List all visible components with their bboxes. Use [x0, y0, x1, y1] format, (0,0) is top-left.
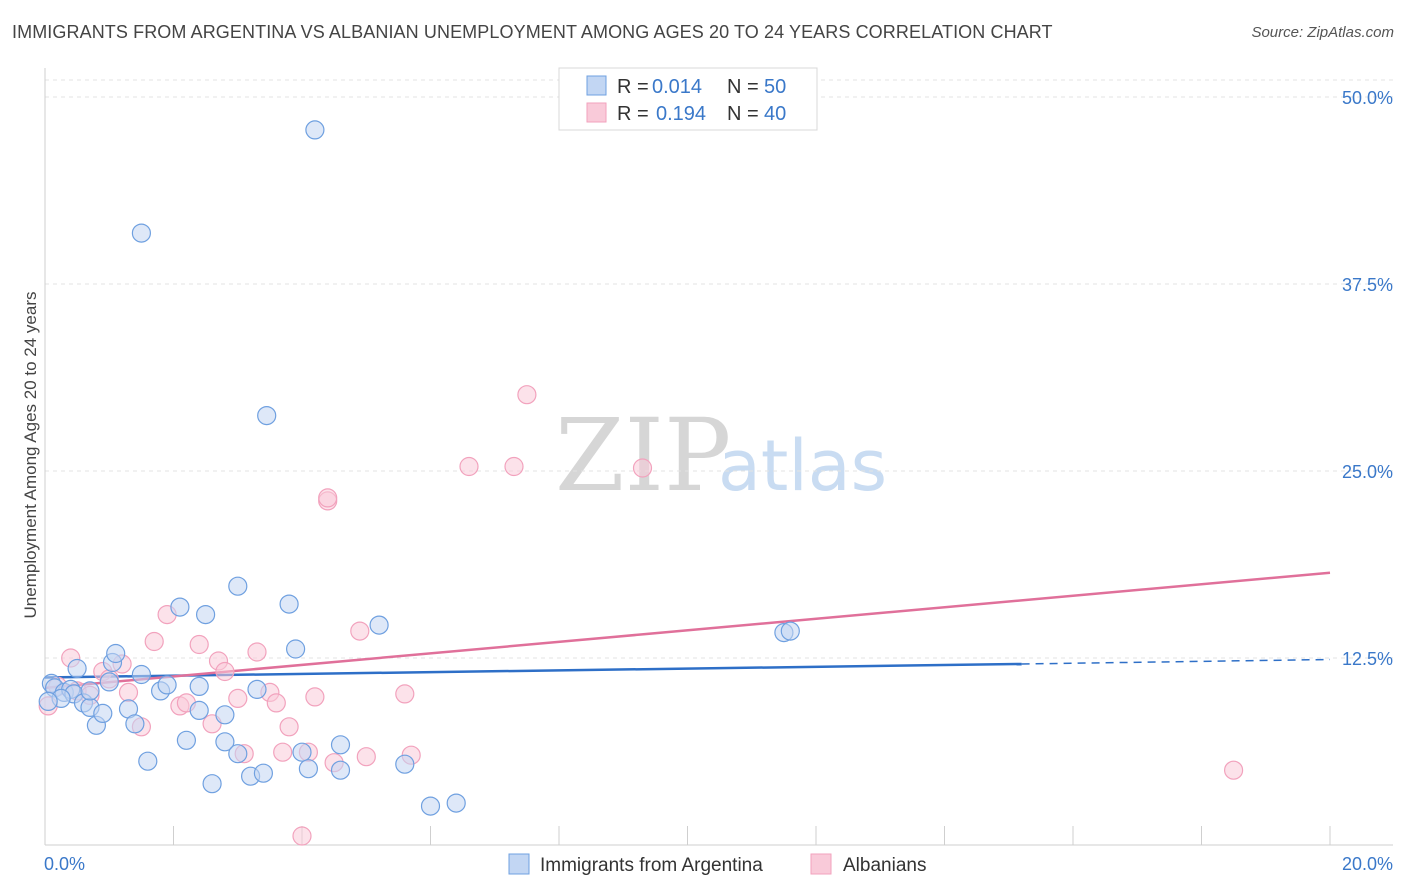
y-tick-labels: 12.5% 25.0% 37.5% 50.0%	[1342, 88, 1393, 669]
point-argentina	[215, 705, 235, 725]
point-albanians	[228, 688, 248, 709]
y-tick-label: 12.5%	[1342, 649, 1393, 669]
point-albanians	[350, 621, 370, 641]
point-argentina	[279, 594, 299, 614]
point-argentina	[395, 754, 415, 774]
point-argentina	[189, 700, 209, 721]
y-tick-label: 50.0%	[1342, 88, 1393, 108]
point-albanians	[459, 456, 479, 477]
point-albanians	[279, 717, 299, 737]
series-legend-label-albanians: Albanians	[843, 855, 926, 876]
watermark-atlas: atlas	[718, 425, 887, 507]
point-argentina	[247, 679, 267, 700]
y-axis-label: Unemployment Among Ages 20 to 24 years	[21, 292, 40, 619]
point-argentina	[228, 576, 248, 596]
point-argentina	[215, 732, 235, 752]
legend-swatch-albanians	[586, 102, 607, 123]
chart-title: IMMIGRANTS FROM ARGENTINA VS ALBANIAN UN…	[12, 22, 1053, 42]
trend-lines	[44, 571, 1331, 690]
point-albanians	[118, 682, 139, 703]
point-albanians	[356, 747, 376, 767]
point-argentina	[305, 120, 325, 140]
grid-lines	[45, 79, 1393, 659]
legend-r-value-2: 0.194	[656, 103, 706, 125]
point-argentina	[67, 658, 87, 679]
point-argentina	[106, 643, 126, 664]
point-argentina	[228, 744, 248, 764]
stats-legend: R = 0.014 N = 50 R = 0.194 N = 40	[558, 67, 818, 131]
legend-n-label-1: N =	[727, 76, 759, 98]
point-argentina	[292, 742, 312, 762]
point-argentina	[196, 604, 216, 625]
point-albanians	[632, 458, 653, 478]
point-argentina	[131, 664, 151, 685]
watermark-zip: ZIP	[555, 397, 731, 514]
point-argentina	[780, 621, 800, 641]
x-tick-label: 0.0%	[44, 854, 85, 874]
point-argentina	[202, 774, 222, 794]
point-argentina	[99, 672, 119, 692]
point-albanians	[1223, 760, 1244, 780]
trend-line-argentina-extension	[1021, 658, 1331, 665]
legend-n-value-1: 50	[764, 76, 786, 98]
point-albanians	[247, 642, 267, 662]
series-legend-label-argentina: Immigrants from Argentina	[540, 855, 763, 876]
point-albanians	[215, 661, 235, 682]
series-legend-swatch-argentina	[508, 853, 530, 875]
point-albanians	[318, 488, 338, 508]
point-argentina	[189, 676, 209, 697]
point-argentina	[157, 675, 177, 695]
legend-r-label-1: R =	[617, 76, 649, 98]
point-albanians	[305, 687, 325, 707]
point-argentina	[176, 730, 196, 750]
point-albanians	[189, 634, 209, 655]
point-argentina	[125, 714, 145, 734]
trend-line-argentina	[44, 662, 1022, 679]
x-tick-labels: 0.0% 20.0%	[44, 854, 1393, 874]
series-legend-swatch-albanians	[810, 853, 832, 875]
point-argentina	[298, 759, 318, 779]
point-argentina	[80, 681, 100, 701]
point-albanians	[266, 693, 286, 713]
point-albanians	[517, 385, 537, 405]
point-argentina	[369, 615, 389, 635]
y-tick-label: 25.0%	[1342, 462, 1393, 482]
point-albanians	[504, 456, 524, 477]
trend-line-albanians	[44, 571, 1331, 690]
point-albanians	[273, 742, 293, 762]
point-argentina	[170, 597, 190, 617]
legend-r-value-1: 0.014	[652, 76, 702, 98]
point-albanians	[395, 684, 415, 704]
point-argentina	[330, 760, 351, 780]
point-argentina	[38, 691, 58, 712]
point-argentina	[330, 735, 351, 755]
data-points	[38, 120, 1244, 846]
point-albanians	[144, 631, 164, 652]
point-argentina	[253, 763, 273, 783]
legend-r-label-2: R =	[617, 103, 649, 125]
x-tick-label: 20.0%	[1342, 854, 1393, 874]
point-argentina	[138, 751, 158, 771]
source-label: Source: ZipAtlas.com	[1251, 24, 1394, 41]
point-argentina	[131, 223, 151, 243]
legend-n-value-2: 40	[764, 103, 786, 125]
point-argentina	[286, 639, 306, 659]
point-argentina	[420, 796, 441, 816]
y-tick-label: 37.5%	[1342, 275, 1393, 295]
point-argentina	[257, 406, 277, 426]
point-argentina	[93, 703, 113, 724]
legend-swatch-argentina	[586, 75, 607, 96]
legend-n-label-2: N =	[727, 103, 759, 125]
point-albanians	[292, 826, 312, 846]
series-legend: Immigrants from Argentina Albanians	[508, 853, 926, 876]
point-argentina	[446, 793, 466, 813]
